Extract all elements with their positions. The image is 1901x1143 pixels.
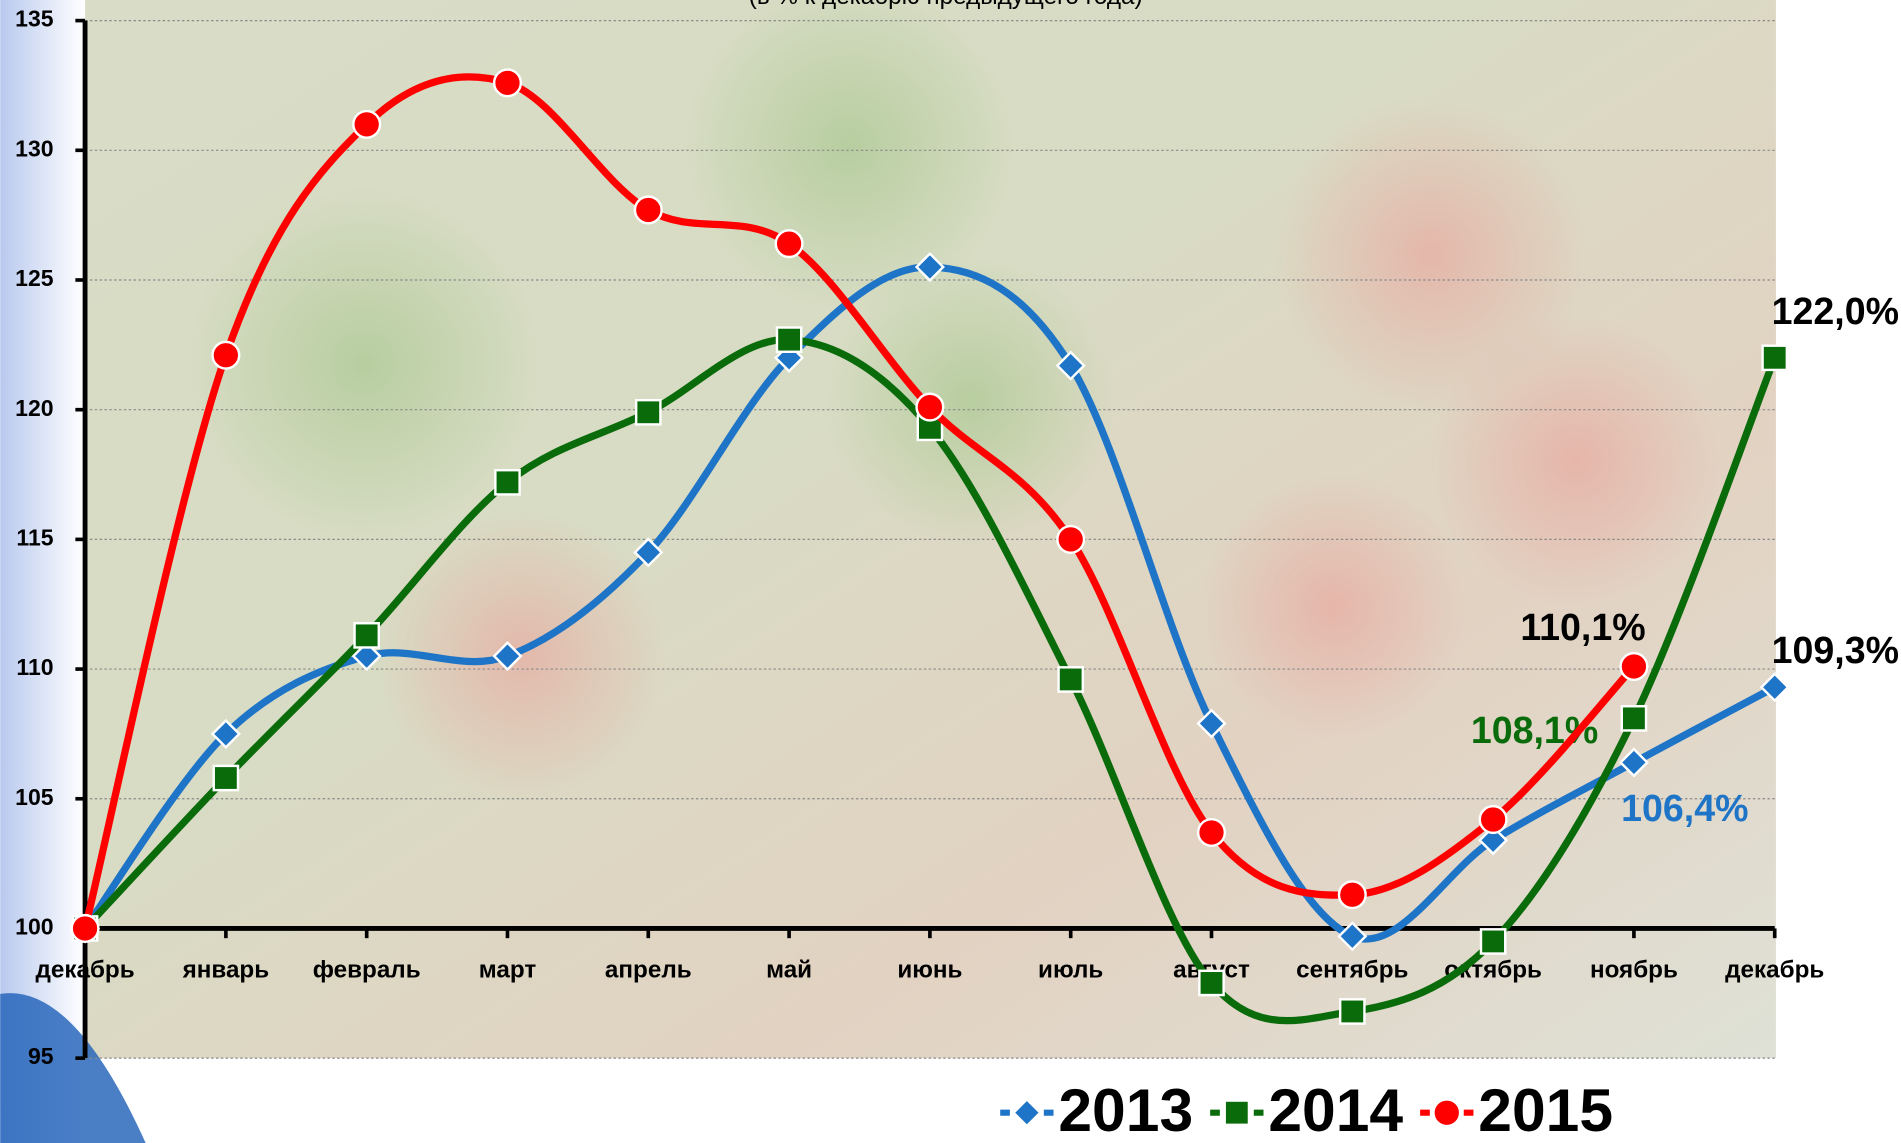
x-tick-label: июнь — [897, 956, 962, 983]
legend-label: 2013 — [1058, 1076, 1193, 1143]
marker — [917, 394, 944, 421]
x-tick-label: март — [479, 956, 537, 983]
legend-label: 2014 — [1268, 1076, 1403, 1143]
data-label: 122,0% — [1772, 290, 1899, 332]
marker — [1622, 706, 1646, 730]
data-label: 110,1% — [1520, 606, 1645, 648]
marker — [494, 70, 521, 97]
marker — [214, 766, 238, 790]
marker — [1339, 881, 1366, 908]
y-tick-label: 95 — [28, 1043, 54, 1069]
marker — [72, 915, 99, 942]
y-tick-label: 110 — [16, 654, 53, 680]
marker — [777, 328, 801, 352]
y-tick-label: 130 — [15, 135, 53, 161]
legend-label: 2015 — [1478, 1076, 1613, 1143]
marker — [1225, 1101, 1249, 1125]
y-tick-label: 115 — [16, 524, 53, 550]
marker — [635, 197, 662, 224]
chart-subtitle: (в % к декабрю предыдущего года) — [749, 0, 1143, 10]
x-tick-label: сентябрь — [1296, 956, 1408, 983]
marker — [213, 342, 240, 369]
data-label: 109,3% — [1772, 629, 1899, 671]
marker — [1199, 971, 1223, 995]
marker — [776, 230, 803, 257]
x-tick-label: ноябрь — [1590, 956, 1678, 983]
marker — [636, 400, 660, 424]
page: (в % к декабрю предыдущего года) 95 100 10… — [0, 0, 1901, 1143]
marker — [353, 111, 380, 138]
x-tick-label: апрель — [605, 956, 692, 983]
marker — [1621, 653, 1648, 680]
marker — [1480, 806, 1507, 833]
x-tick-label: февраль — [313, 956, 421, 983]
x-tick-label: январь — [182, 956, 270, 983]
marker — [495, 470, 519, 494]
marker — [1198, 819, 1225, 846]
y-tick-label: 105 — [15, 784, 54, 810]
chart: (в % к декабрю предыдущего года) 95 100 10… — [0, 0, 1901, 1143]
marker — [1340, 999, 1364, 1023]
marker — [1057, 526, 1084, 553]
marker — [355, 623, 379, 647]
x-tick-label: декабрь — [35, 956, 134, 983]
marker — [1763, 346, 1787, 370]
y-tick-label: 125 — [15, 265, 54, 291]
marker — [1059, 667, 1083, 691]
y-tick-label: 120 — [15, 395, 53, 421]
marker — [1433, 1099, 1460, 1126]
x-tick-label: июль — [1038, 956, 1103, 983]
y-tick-label: 100 — [15, 914, 53, 940]
data-label: 106,4% — [1621, 787, 1748, 829]
marker — [1481, 929, 1505, 953]
x-tick-label: май — [766, 956, 812, 983]
x-tick-label: декабрь — [1725, 956, 1824, 983]
y-tick-label: 135 — [15, 6, 54, 32]
